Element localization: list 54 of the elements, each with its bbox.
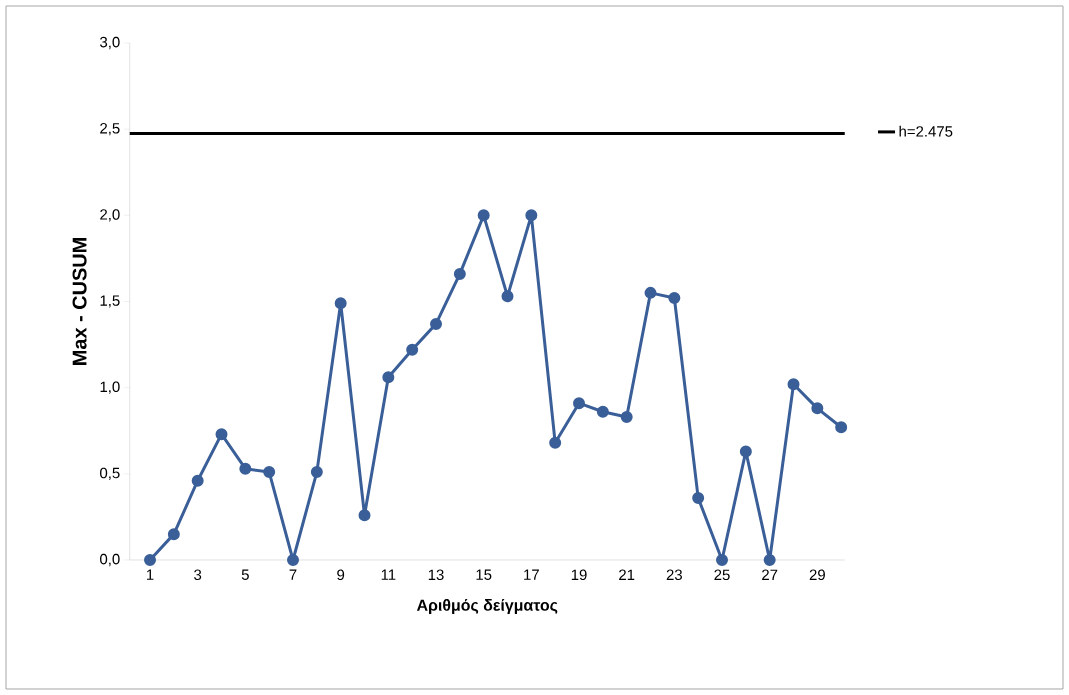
point <box>430 317 443 330</box>
point <box>668 292 681 305</box>
point <box>191 474 204 487</box>
point <box>453 267 466 280</box>
x-tick-label: 3 <box>194 569 202 581</box>
point <box>549 436 562 449</box>
point <box>525 209 538 222</box>
point <box>787 378 800 391</box>
x-tick-label: 19 <box>571 569 587 581</box>
point <box>501 290 514 303</box>
point <box>334 297 347 310</box>
x-tick-label: 21 <box>619 569 635 580</box>
point <box>620 410 633 423</box>
point <box>811 402 824 415</box>
point <box>739 445 752 458</box>
point <box>716 553 729 566</box>
y-axis-title: Max - CUSUM <box>72 238 87 365</box>
y-tick-label: 3,0 <box>100 36 120 50</box>
x-tick-label: 17 <box>524 569 539 580</box>
point <box>382 371 395 384</box>
point <box>477 209 490 222</box>
point <box>573 397 586 410</box>
x-tick-label: 1 <box>146 569 154 580</box>
point <box>358 509 371 522</box>
x-tick-label: 23 <box>666 569 682 581</box>
point <box>215 428 228 441</box>
x-tick-label: 29 <box>809 569 825 581</box>
point <box>644 286 657 299</box>
x-tick-label: 15 <box>476 569 492 580</box>
point <box>144 553 157 566</box>
point <box>310 466 323 479</box>
x-axis-title: Αριθμός δείγματος <box>416 598 558 614</box>
y-tick-label: 0,0 <box>100 553 120 567</box>
y-tick-label: 2,5 <box>100 122 120 136</box>
x-tick-label: 13 <box>428 569 444 581</box>
x-tick-label: 7 <box>289 569 297 580</box>
point <box>263 466 276 479</box>
x-tick-label: 25 <box>714 569 730 581</box>
point <box>835 421 848 434</box>
point <box>167 528 180 541</box>
y-tick-label: 0,5 <box>100 467 120 480</box>
x-tick-label: 9 <box>337 569 345 581</box>
ref-line-label: h=2.475 <box>899 125 953 137</box>
point <box>692 491 705 504</box>
point <box>763 553 776 566</box>
y-tick-label: 2,0 <box>100 209 120 222</box>
x-tick-label: 27 <box>762 569 778 580</box>
y-tick-label: 1,5 <box>100 295 120 308</box>
point <box>596 405 609 418</box>
point <box>239 462 252 475</box>
y-tick-label: 1,0 <box>100 381 120 394</box>
x-tick-label: 5 <box>241 569 249 580</box>
x-tick-label: 11 <box>381 569 396 580</box>
point <box>406 343 419 356</box>
